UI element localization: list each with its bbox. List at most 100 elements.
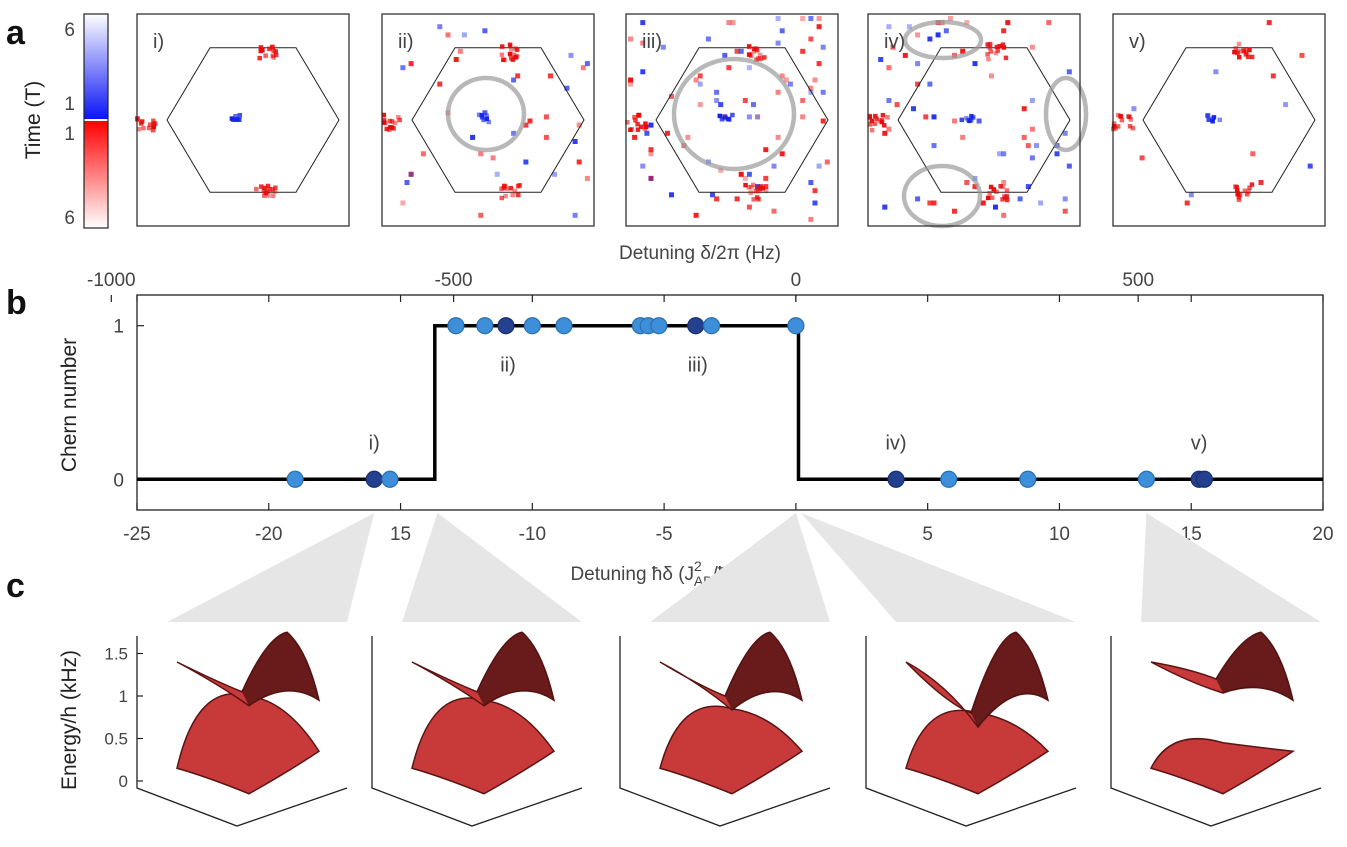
zoom-wedges — [167, 513, 1321, 622]
map-label: iv) — [884, 31, 905, 53]
map-pixel — [628, 36, 633, 42]
map-pixel — [1250, 151, 1256, 157]
map-hotspot — [273, 49, 278, 54]
map-pixel — [543, 114, 549, 120]
map-hotspot — [1237, 192, 1243, 198]
map-pixel — [576, 159, 582, 165]
map-hotspot — [1115, 112, 1121, 118]
map-pixel — [915, 196, 921, 202]
map-pixel — [911, 106, 916, 112]
map-center-spot — [1206, 117, 1211, 123]
map-center-spot — [476, 112, 482, 118]
map-pixel — [400, 65, 406, 71]
map-pixel — [685, 134, 691, 140]
zoom-wedge — [650, 513, 830, 622]
map-center-spot — [1210, 116, 1215, 122]
map-pixel — [783, 77, 789, 83]
point-label: i) — [369, 432, 380, 454]
colorbar-ylabel: Time (T) — [22, 81, 45, 160]
map-pixel — [1188, 192, 1194, 198]
map-pixel — [543, 134, 549, 140]
map-pixel — [1066, 69, 1072, 75]
map-center-spot — [234, 117, 240, 122]
map-hotspot — [258, 48, 264, 54]
map-hotspot — [873, 113, 878, 119]
map-pixel — [923, 114, 929, 120]
map-hotspot — [1115, 124, 1121, 129]
map-pixel — [1299, 52, 1305, 58]
data-point — [365, 470, 383, 488]
map-hotspot — [749, 184, 754, 190]
berry-ring — [902, 19, 984, 61]
map-hotspot — [1235, 50, 1240, 56]
map-hotspot — [151, 124, 157, 130]
map-hotspot — [514, 54, 520, 59]
map-hotspot — [1236, 41, 1242, 47]
y-axis-label-c: Energy/h (kHz) — [58, 650, 81, 790]
map-pixel — [722, 52, 728, 58]
map-pixel — [697, 102, 703, 108]
map-pixel — [738, 48, 744, 54]
map-hotspot — [1247, 185, 1252, 191]
map-hotspot — [1130, 125, 1136, 131]
map-hotspot — [152, 121, 157, 126]
map-pixel — [771, 208, 777, 214]
map-hotspot — [388, 125, 393, 130]
upper-band-shade — [1216, 632, 1293, 701]
brillouin-hexagon — [655, 47, 829, 193]
map-center-spot — [484, 116, 490, 121]
map-center-spot — [1217, 117, 1223, 123]
map-pixel — [746, 114, 752, 120]
map-pixel — [1213, 69, 1219, 75]
band-axes — [1110, 636, 1322, 827]
band-view — [865, 631, 1077, 827]
map-pixel — [755, 184, 761, 190]
map-pixel — [882, 204, 888, 210]
map-pixel — [420, 151, 426, 157]
map-pixel — [1066, 163, 1072, 169]
berry-ring — [671, 56, 797, 172]
map-pixel — [775, 40, 781, 46]
map-pixel — [808, 216, 814, 222]
map-pixel — [511, 77, 517, 83]
berry-ring — [1043, 75, 1089, 153]
map-pixel — [1001, 28, 1007, 34]
map-label: ii) — [398, 31, 414, 53]
map-pixel — [812, 200, 818, 206]
map-pixel — [1021, 106, 1027, 112]
data-points — [286, 317, 1214, 488]
map-pixel — [572, 139, 578, 144]
map-pixel — [523, 159, 529, 165]
x-tick-label: 20 — [1312, 524, 1333, 545]
map-hotspot — [757, 52, 763, 58]
map-pixel — [1184, 200, 1190, 206]
map-pixel — [886, 65, 892, 71]
map-hotspot — [989, 195, 995, 200]
map-pixel — [808, 16, 814, 21]
map-hotspot — [993, 50, 999, 56]
map-pixel — [787, 81, 793, 87]
map-hotspot — [1242, 188, 1248, 193]
map-hotspot — [642, 126, 648, 131]
top-tick-label: -1000 — [87, 270, 136, 291]
map-hotspot — [997, 43, 1003, 49]
map-pixel — [1025, 143, 1031, 149]
map-pixel — [1029, 126, 1035, 132]
map-pixel — [931, 114, 937, 120]
zoom-wedge — [801, 513, 1076, 622]
top-tick-label: 500 — [1122, 270, 1154, 291]
map-hotspot — [499, 195, 505, 201]
map-pixel — [779, 151, 785, 157]
map-pixel — [548, 73, 553, 79]
map-pixel — [1046, 20, 1052, 26]
panel-letter-a: a — [6, 14, 26, 52]
map-pixel — [947, 16, 953, 21]
map-pixel — [1005, 20, 1011, 26]
lower-band — [411, 697, 556, 795]
map-hotspot — [881, 123, 887, 128]
map-pixel — [931, 143, 937, 149]
brillouin-hexagon — [166, 47, 340, 193]
map-hotspot — [1237, 54, 1242, 60]
map-pixel — [1034, 143, 1039, 149]
